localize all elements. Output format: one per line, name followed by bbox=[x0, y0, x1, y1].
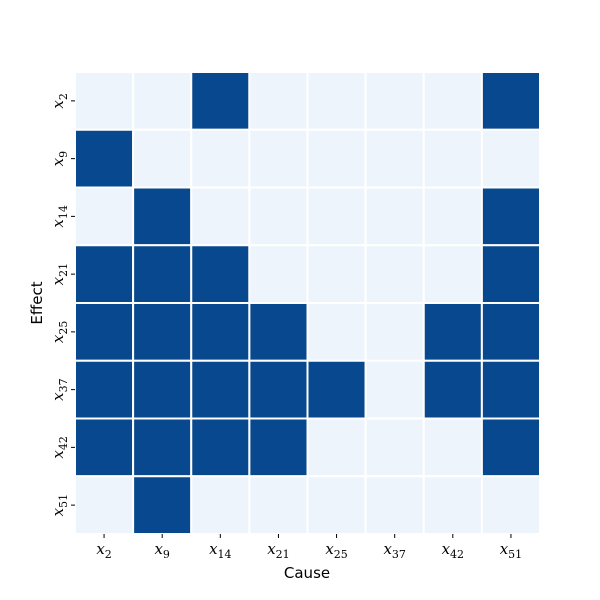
heatmap-cell bbox=[248, 71, 309, 131]
x-tick-label: x51 bbox=[500, 540, 522, 561]
heatmap-cell bbox=[480, 359, 541, 420]
heatmap-cell bbox=[248, 186, 309, 247]
heatmap-cell bbox=[422, 186, 483, 247]
x-tick-label: x25 bbox=[325, 540, 347, 561]
heatmap-cell bbox=[364, 186, 425, 247]
x-tick-label: x9 bbox=[154, 540, 169, 561]
y-tick-label: x21 bbox=[49, 263, 70, 285]
heatmap-cell bbox=[480, 71, 541, 131]
heatmap-cell bbox=[422, 302, 483, 362]
y-tick-label: x14 bbox=[49, 205, 70, 227]
heatmap-cell bbox=[190, 71, 251, 131]
heatmap-cell bbox=[306, 186, 367, 247]
y-tick-label: x25 bbox=[49, 321, 70, 343]
heatmap-cell bbox=[306, 302, 367, 362]
heatmap-cell bbox=[364, 475, 425, 535]
heatmap-cell bbox=[190, 417, 251, 478]
heatmap-cell bbox=[364, 302, 425, 362]
heatmap-cell bbox=[74, 302, 135, 362]
heatmap-cell bbox=[248, 359, 309, 420]
heatmap-cell bbox=[248, 244, 309, 304]
x-tick-label: x2 bbox=[96, 540, 111, 561]
y-tick-label: x51 bbox=[49, 494, 70, 516]
heatmap-cell bbox=[74, 244, 135, 304]
heatmap-cell bbox=[132, 475, 193, 535]
heatmap-cell bbox=[422, 244, 483, 304]
heatmap-cell bbox=[132, 186, 193, 247]
heatmap-cell bbox=[74, 475, 135, 535]
heatmap-cell bbox=[364, 71, 425, 131]
heatmap-cell bbox=[422, 417, 483, 478]
heatmap-cell bbox=[480, 302, 541, 362]
x-axis-ticks: x2 x9 x14 x21 x25 x37 x42 x51 bbox=[96, 534, 522, 561]
heatmap-cell bbox=[306, 417, 367, 478]
heatmap-cell bbox=[306, 244, 367, 304]
heatmap-cell bbox=[306, 71, 367, 131]
heatmap-cell bbox=[422, 475, 483, 535]
heatmap-cell bbox=[132, 244, 193, 304]
heatmap-cell bbox=[480, 128, 541, 189]
x-tick-label: x37 bbox=[383, 540, 405, 561]
heatmap-cell bbox=[190, 186, 251, 247]
heatmap-cells bbox=[74, 71, 541, 535]
y-axis-label: Effect bbox=[28, 281, 46, 324]
heatmap-cell bbox=[422, 359, 483, 420]
heatmap-cell bbox=[132, 71, 193, 131]
heatmap-cell bbox=[132, 128, 193, 189]
heatmap-cell bbox=[190, 302, 251, 362]
heatmap-cell bbox=[132, 302, 193, 362]
heatmap-cell bbox=[248, 417, 309, 478]
heatmap-cell bbox=[364, 244, 425, 304]
y-tick-label: x9 bbox=[49, 151, 70, 166]
heatmap-cell bbox=[364, 417, 425, 478]
heatmap-cell bbox=[74, 417, 135, 478]
heatmap-cell bbox=[74, 71, 135, 131]
x-axis-label: Cause bbox=[284, 564, 330, 582]
heatmap-cell bbox=[306, 359, 367, 420]
heatmap-cell bbox=[480, 417, 541, 478]
heatmap-cell bbox=[480, 244, 541, 304]
x-tick-label: x42 bbox=[442, 540, 464, 561]
heatmap-cell bbox=[480, 475, 541, 535]
heatmap-cell bbox=[190, 244, 251, 304]
heatmap-cell bbox=[190, 359, 251, 420]
heatmap-cell bbox=[364, 359, 425, 420]
x-tick-label: x14 bbox=[209, 540, 231, 561]
heatmap-cell bbox=[248, 302, 309, 362]
heatmap-cell bbox=[74, 186, 135, 247]
y-tick-label: x37 bbox=[49, 378, 70, 400]
heatmap-cell bbox=[132, 417, 193, 478]
heatmap-cell bbox=[190, 128, 251, 189]
heatmap-cell bbox=[74, 359, 135, 420]
heatmap-cell bbox=[480, 186, 541, 247]
heatmap-cell bbox=[74, 128, 135, 189]
heatmap-cell bbox=[248, 128, 309, 189]
heatmap-cell bbox=[248, 475, 309, 535]
heatmap-cell bbox=[306, 128, 367, 189]
y-tick-label: x42 bbox=[49, 436, 70, 458]
heatmap-cell bbox=[190, 475, 251, 535]
x-tick-label: x21 bbox=[267, 540, 289, 561]
y-tick-label: x2 bbox=[49, 93, 70, 108]
y-axis-ticks: x2 x9 x14 x21 x25 x37 x42 x51 bbox=[49, 93, 75, 516]
heatmap-cell bbox=[306, 475, 367, 535]
heatmap-cell bbox=[422, 71, 483, 131]
heatmap-cell bbox=[364, 128, 425, 189]
heatmap-cell bbox=[132, 359, 193, 420]
heatmap-cell bbox=[422, 128, 483, 189]
